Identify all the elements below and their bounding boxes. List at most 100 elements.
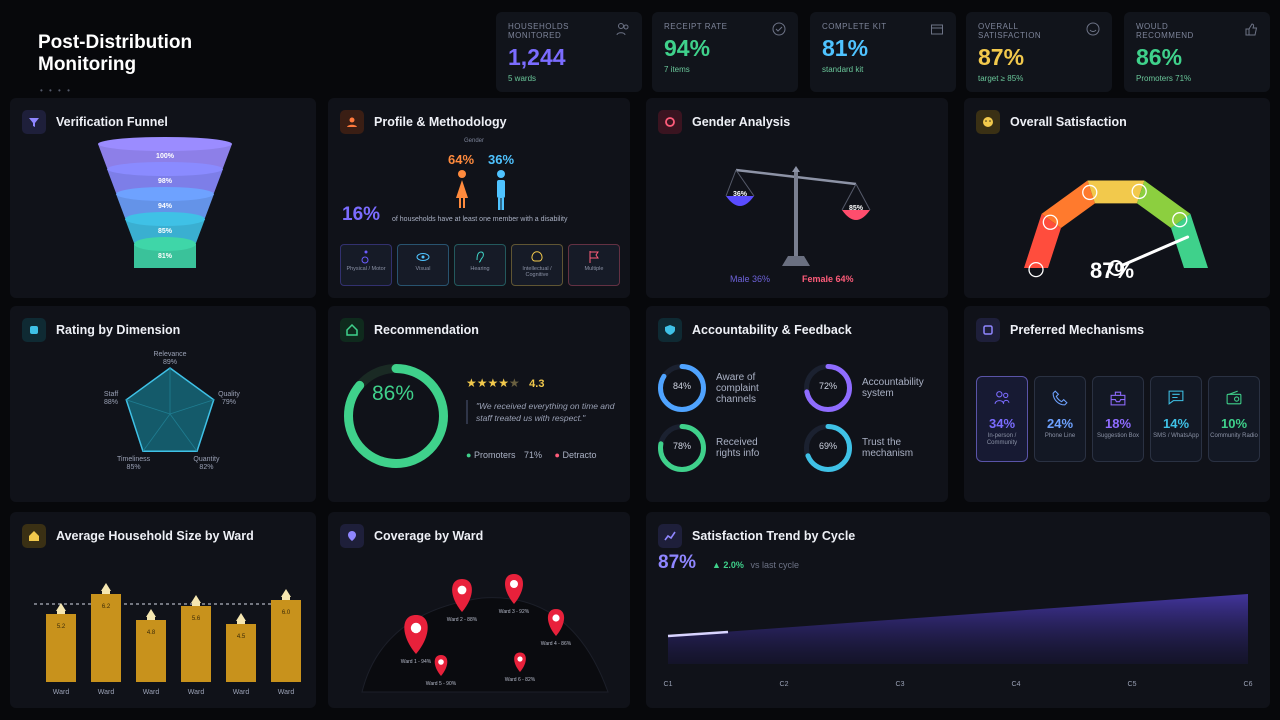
bar-value: 4.5	[237, 634, 246, 640]
card-title: Overall Satisfaction	[1010, 115, 1127, 129]
ring-label: Accountability system	[862, 377, 924, 399]
phone-icon	[1052, 390, 1068, 406]
funnel-level: 81%	[134, 237, 196, 268]
house-marker-icon	[236, 613, 246, 624]
gauge-hub	[1108, 260, 1124, 276]
coverage-card: Coverage by Ward Ward 1 - 94% Ward 2 - 88…	[328, 512, 630, 708]
card-title: Rating by Dimension	[56, 323, 181, 337]
accountability-card: Accountability & Feedback 84% Aware of co…	[646, 306, 948, 502]
ring-label: Trust the mechanism	[862, 437, 914, 459]
trend-area	[668, 594, 1248, 664]
people-icon	[994, 391, 1010, 404]
category-label: Hearing	[470, 266, 490, 272]
gauge-segment	[1087, 180, 1145, 204]
mechanism-item: 24% Phone Line	[1034, 376, 1086, 462]
trend-delta: ▲ 2.0% vs last cycle	[712, 560, 799, 570]
profile-card: Profile & Methodology Gender 64% 36% 16%…	[328, 98, 630, 298]
household-bar	[46, 614, 76, 682]
kpi-sub: standard kit	[822, 65, 864, 74]
radar-axis-value: 82%	[199, 464, 213, 471]
gauge-face-icon	[1131, 183, 1147, 200]
bar-value: 4.8	[147, 630, 156, 636]
household-bar	[91, 594, 121, 682]
smiley-icon	[976, 110, 1000, 134]
bar-value: 6.2	[102, 604, 111, 610]
gender-icon	[658, 110, 682, 134]
pin-label: Ward 5 - 90%	[426, 681, 457, 687]
rating-by-dimension-card: Rating by Dimension Relevance 89% Quality 7…	[10, 306, 316, 502]
kpi-sub: 7 items	[664, 65, 690, 74]
radar-axis-label: Staff	[104, 391, 118, 398]
kpi-sub: 5 wards	[508, 74, 537, 83]
gauge-value: 87%	[1090, 258, 1135, 283]
household-bar	[181, 606, 211, 682]
mechanism-pct: 14%	[1162, 416, 1190, 431]
radar-axis-value: 89%	[163, 359, 177, 366]
ring-pct: 84%	[672, 381, 691, 391]
funnel-label: 100%	[156, 153, 175, 160]
trend-icon	[658, 524, 682, 548]
ring-pct: 78%	[672, 441, 691, 451]
male-figure-icon	[497, 170, 505, 210]
funnel-level: 98%	[107, 162, 223, 193]
card-title: Gender Analysis	[692, 115, 791, 129]
legend-female: Female 64%	[802, 274, 854, 284]
map-pin-icon	[514, 652, 526, 672]
bar-category: Ward	[278, 689, 295, 696]
house-marker-icon	[191, 595, 201, 606]
disability-pct: 16%	[342, 204, 381, 225]
funnel-level: 94%	[116, 187, 214, 218]
ring-wrap: 72%	[804, 364, 852, 412]
trend-card: Satisfaction Trend by Cycle 87% ▲ 2.0% v…	[646, 512, 1270, 708]
female-pan-label: 85%	[849, 205, 864, 212]
cycle-label: C3	[896, 681, 905, 688]
bar-value: 5.2	[57, 624, 66, 630]
kpi-card: Complete Kit 81% standard kit	[810, 12, 956, 92]
house-marker-icon	[101, 583, 111, 594]
gauge-face-icon	[1028, 261, 1044, 278]
recommendation-ring	[344, 364, 448, 468]
male-pan-label: 36%	[733, 191, 748, 198]
kpi-value: 81%	[822, 35, 869, 61]
disability-category: Visual	[397, 244, 449, 286]
kpi-label: Households Monitored	[508, 22, 570, 40]
users-icon	[616, 22, 630, 36]
mechanism-label: In-person / Community	[986, 433, 1018, 446]
recommendation-card: Recommendation 86% ★★★★★ 4.3 "We receive…	[328, 306, 630, 502]
kpi-label: Receipt Rate	[664, 22, 728, 31]
bar-category: Ward	[53, 689, 70, 696]
kpi-sub: target ≥ 85%	[978, 74, 1024, 83]
gauge-face-icon	[1082, 184, 1098, 201]
map-pin-icon	[434, 655, 448, 676]
overall-satisfaction-card: Overall Satisfaction 87%	[964, 98, 1270, 298]
ring-pct: 69%	[818, 441, 837, 451]
kpi-card: Receipt Rate 94% 7 items	[652, 12, 798, 92]
mechanism-label: Suggestion Box	[1096, 433, 1140, 439]
promoters-label: Promoters	[473, 450, 516, 460]
ring-progress	[658, 424, 706, 472]
check-circle-icon	[772, 22, 786, 36]
radar-axis-value: 79%	[222, 399, 236, 406]
mechanism-item: 18% Suggestion Box	[1092, 376, 1144, 462]
map-pin-icon	[452, 579, 472, 612]
satisfaction-gauge	[1024, 180, 1208, 278]
balance-scale: 36% 85%	[725, 166, 871, 266]
accountability-ring	[804, 364, 852, 412]
mechanism-label: SMS / WhatsApp	[1153, 433, 1199, 439]
ring-wrap: 84%	[658, 364, 706, 412]
eye-icon	[416, 253, 430, 261]
radar-icon	[22, 318, 46, 342]
promoters-legend: ● Promoters 71% ● Detracto	[466, 450, 597, 460]
funnel-label: 85%	[158, 228, 173, 235]
kpi-value: 1,244	[508, 44, 566, 70]
disability-category: Physical / Motor	[340, 244, 392, 286]
cycle-label: C6	[1244, 681, 1253, 688]
accountability-ring	[658, 364, 706, 412]
kpi-value: 94%	[664, 35, 711, 61]
ring-pct: 72%	[818, 381, 837, 391]
kpi-card: Households Monitored 1,244 5 wards	[496, 12, 642, 92]
promoters-value: 71%	[523, 450, 542, 460]
mechanism-pct: 10%	[1220, 416, 1248, 431]
ring-label: Aware of complaint channels	[716, 371, 759, 405]
bar-category: Ward	[98, 689, 115, 696]
